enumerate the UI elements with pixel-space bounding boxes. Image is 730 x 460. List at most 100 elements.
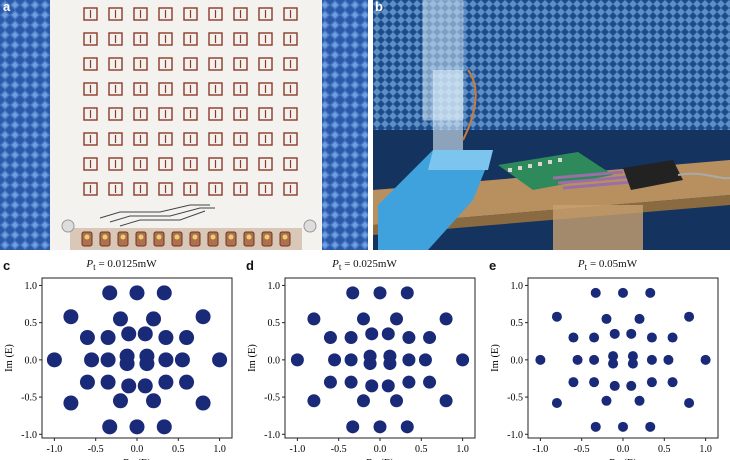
constellation-point — [179, 330, 195, 346]
x-tick-label: 0.5 — [172, 444, 185, 455]
unit-cell — [208, 157, 223, 171]
constellation-point — [46, 352, 62, 368]
unit-cell-grid — [83, 7, 298, 196]
connector-pin — [264, 234, 270, 240]
constellation-point — [618, 421, 628, 432]
y-tick-label: 0.5 — [25, 318, 38, 329]
x-tick-label: 0.0 — [131, 444, 144, 455]
constellation-point — [645, 287, 656, 298]
unit-cell — [208, 82, 223, 96]
plot-title: Pt = 0.0125mW — [86, 258, 157, 273]
panel-label-c: c — [3, 258, 11, 273]
constellation-point — [400, 286, 414, 300]
y-tick-label: -1.0 — [264, 430, 280, 441]
constellation-point — [156, 419, 172, 435]
unit-cell — [108, 157, 123, 171]
constellation-point — [137, 378, 153, 394]
constellation-point — [618, 287, 628, 298]
constellation-point — [402, 331, 416, 345]
constellation-point — [423, 375, 437, 389]
y-tick-label: -1.0 — [507, 430, 523, 441]
constellation-point — [418, 353, 432, 367]
unit-cell — [283, 157, 298, 171]
unit-cell — [233, 157, 248, 171]
unit-cell — [233, 7, 248, 21]
constellation-point — [112, 311, 128, 327]
constellation-point — [609, 328, 620, 339]
constellation-plot-c: c Pt = 0.0125mW -1.0 -0.5 0.0 0.5 1.0 1.0 0.5 0… — [0, 258, 243, 460]
unit-cell — [183, 57, 198, 71]
panel-label-e: e — [489, 258, 497, 273]
y-tick-label: 0.0 — [25, 355, 38, 366]
unit-cell — [133, 132, 148, 146]
x-tick-label: -1.0 — [289, 444, 305, 455]
connector-pin — [120, 234, 126, 240]
constellation-point — [344, 375, 358, 389]
constellation-point — [290, 353, 304, 367]
constellation-point — [100, 374, 116, 390]
connector-pin — [156, 234, 162, 240]
constellation-point — [179, 374, 195, 390]
y-tick-label: -0.5 — [264, 393, 280, 404]
constellation-point — [568, 332, 579, 343]
constellation-point — [112, 393, 128, 409]
plot-frame — [284, 277, 476, 439]
unit-cell — [83, 32, 98, 46]
constellation-point — [390, 312, 404, 326]
constellation-point — [601, 395, 612, 406]
y-tick-label: 1.0 — [25, 281, 38, 292]
connector-pin — [174, 234, 180, 240]
constellation-point — [645, 421, 656, 432]
unit-cell — [258, 57, 273, 71]
y-tick-label: 1.0 — [511, 281, 524, 292]
unit-cell — [258, 32, 273, 46]
unit-cell — [83, 107, 98, 121]
connector-pin — [228, 234, 234, 240]
unit-cell — [233, 82, 248, 96]
unit-cell — [158, 182, 173, 196]
unit-cell — [183, 82, 198, 96]
unit-cell — [133, 57, 148, 71]
unit-cell — [233, 107, 248, 121]
y-tick-label: -0.5 — [507, 393, 523, 404]
constellation-point — [100, 352, 116, 368]
unit-cell — [233, 132, 248, 146]
constellation-point — [356, 312, 370, 326]
unit-cell — [158, 32, 173, 46]
unit-cell — [108, 7, 123, 21]
unit-cell — [158, 157, 173, 171]
constellation-point — [195, 309, 211, 325]
plot-frame — [41, 277, 233, 439]
unit-cell — [108, 57, 123, 71]
constellation-point — [323, 331, 337, 345]
unit-cell — [258, 107, 273, 121]
constellation-point — [212, 352, 228, 368]
unit-cell — [133, 32, 148, 46]
constellation-point — [373, 286, 387, 300]
x-tick-label: -1.0 — [46, 444, 62, 455]
unit-cell — [183, 7, 198, 21]
unit-cell — [258, 7, 273, 21]
unit-cell — [258, 82, 273, 96]
constellation-point — [102, 285, 118, 301]
y-axis-label: Im (E) — [247, 344, 258, 372]
constellation-point — [626, 380, 637, 391]
constellation-point — [589, 354, 600, 365]
unit-cell — [158, 57, 173, 71]
constellation-point — [589, 332, 600, 343]
constellation-point — [402, 375, 416, 389]
constellation-point — [328, 353, 342, 367]
unit-cell — [283, 32, 298, 46]
x-tick-label: 0.0 — [617, 444, 630, 455]
constellation-point — [400, 420, 414, 434]
unit-cell — [183, 132, 198, 146]
unit-cell — [133, 157, 148, 171]
unit-cell — [208, 182, 223, 196]
unit-cell — [283, 107, 298, 121]
constellation-point — [346, 286, 360, 300]
unit-cell — [133, 182, 148, 196]
x-axis-label: Re (E) — [123, 458, 151, 460]
y-tick-label: 1.0 — [268, 281, 281, 292]
constellation-point — [79, 374, 95, 390]
constellation-point — [590, 287, 601, 298]
